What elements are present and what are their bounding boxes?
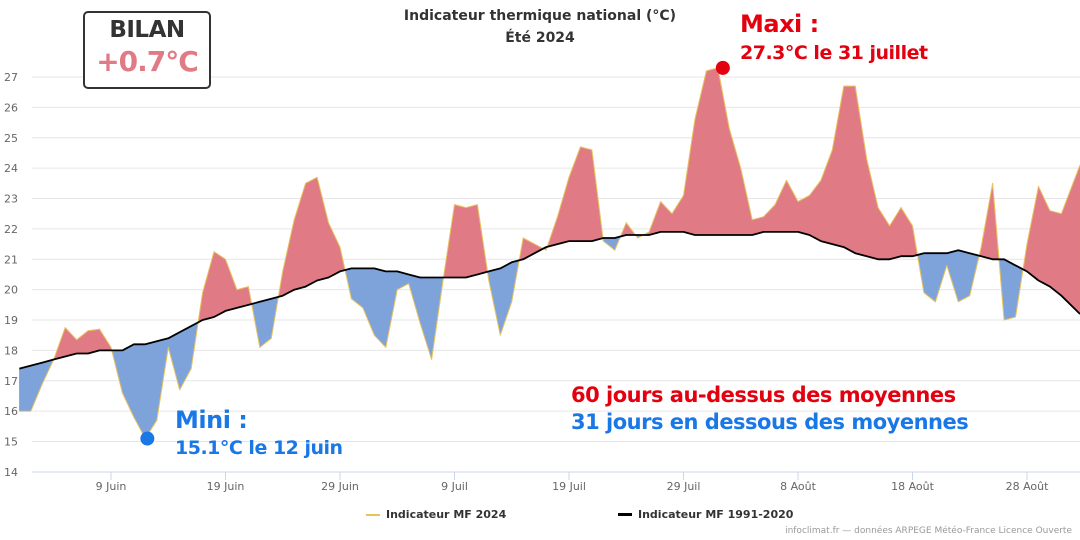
below-average-area bbox=[374, 268, 387, 349]
series-line-2024 bbox=[19, 67, 1080, 439]
above-average-area bbox=[706, 67, 719, 236]
legend-label-2024: Indicateur MF 2024 bbox=[386, 508, 507, 521]
x-tick-label: 19 Juin bbox=[207, 480, 245, 493]
below-average-area bbox=[133, 344, 146, 439]
above-average-area bbox=[316, 177, 329, 281]
y-tick-label: 20 bbox=[4, 284, 18, 297]
x-tick-label: 28 Août bbox=[1006, 480, 1050, 493]
above-average-area bbox=[282, 219, 295, 297]
max-marker bbox=[715, 60, 730, 75]
min-marker bbox=[140, 431, 155, 446]
below-average-area bbox=[499, 261, 513, 336]
data-credit: infoclimat.fr — données ARPEGE Météo-Fra… bbox=[785, 526, 1072, 536]
bilan-box: BILAN +0.7°C bbox=[83, 11, 211, 89]
below-average-area bbox=[362, 268, 375, 336]
above-average-area bbox=[87, 328, 100, 354]
y-tick-label: 24 bbox=[4, 162, 18, 175]
y-tick-label: 27 bbox=[4, 71, 18, 84]
above-average-area bbox=[305, 176, 318, 288]
above-average-area bbox=[832, 86, 845, 248]
below-average-area bbox=[935, 252, 948, 302]
y-tick-label: 26 bbox=[4, 101, 18, 114]
above-average-area bbox=[877, 206, 890, 260]
above-average-area bbox=[213, 251, 226, 318]
above-average-area bbox=[1038, 186, 1051, 288]
x-tick-label: 8 Août bbox=[780, 480, 817, 493]
below-average-area bbox=[1003, 258, 1016, 321]
above-average-area bbox=[671, 194, 684, 233]
legend-item-2024[interactable]: Indicateur MF 2024 bbox=[366, 508, 506, 521]
above-average-area bbox=[763, 203, 776, 233]
above-average-area bbox=[843, 85, 856, 254]
above-average-area bbox=[854, 86, 868, 257]
below-average-count: 31 jours en dessous des moyennes bbox=[571, 410, 969, 434]
y-tick-label: 22 bbox=[4, 223, 18, 236]
below-average-area bbox=[19, 365, 32, 412]
maxi-label: Maxi : bbox=[740, 10, 819, 38]
x-axis: 9 Juin 19 Juin 29 Juin 9 Juil 19 Juil 29 Juil… bbox=[96, 472, 1049, 493]
below-average-area bbox=[957, 249, 971, 303]
series-line-normal bbox=[19, 231, 1080, 370]
above-average-area bbox=[465, 204, 478, 278]
x-tick-label: 9 Juin bbox=[96, 480, 127, 493]
bilan-label: BILAN bbox=[109, 17, 185, 43]
x-tick-label: 29 Juin bbox=[321, 480, 359, 493]
legend-swatch-normal bbox=[618, 513, 632, 516]
above-average-area bbox=[580, 146, 593, 242]
series-lines bbox=[19, 67, 1080, 439]
y-tick-label: 25 bbox=[4, 132, 18, 145]
chart-title: Indicateur thermique national (°C) bbox=[403, 8, 677, 24]
y-tick-label: 14 bbox=[4, 466, 18, 479]
mini-label: Mini : bbox=[175, 406, 248, 434]
above-average-count: 60 jours au-dessus des moyennes bbox=[571, 383, 956, 407]
below-average-area bbox=[946, 249, 959, 302]
above-average-area bbox=[900, 206, 913, 257]
below-average-area bbox=[419, 277, 432, 360]
below-average-area bbox=[351, 268, 364, 309]
y-tick-label: 19 bbox=[4, 314, 18, 327]
chart-subtitle: Été 2024 bbox=[505, 30, 575, 46]
above-average-area bbox=[889, 206, 902, 260]
extreme-markers bbox=[140, 60, 730, 446]
y-tick-label: 15 bbox=[4, 436, 18, 449]
above-average-area bbox=[1049, 210, 1062, 297]
y-axis: 14 15 16 17 18 19 20 21 22 23 24 25 26 27 bbox=[4, 71, 18, 479]
maxi-value: 27.3°C le 31 juillet bbox=[740, 42, 928, 64]
y-tick-label: 18 bbox=[4, 344, 18, 357]
above-average-area bbox=[774, 180, 787, 233]
bilan-value: +0.7°C bbox=[96, 45, 199, 78]
above-average-area bbox=[866, 158, 879, 260]
x-tick-label: 18 Août bbox=[891, 480, 935, 493]
legend-swatch-2024 bbox=[366, 513, 380, 516]
above-average-area bbox=[64, 326, 77, 357]
above-average-area bbox=[454, 204, 467, 278]
above-average-area bbox=[797, 194, 810, 236]
above-average-area bbox=[660, 200, 673, 233]
above-average-area bbox=[786, 180, 799, 233]
above-average-area bbox=[293, 183, 306, 291]
above-average-area bbox=[1061, 164, 1080, 315]
x-tick-label: 19 Juil bbox=[552, 480, 586, 493]
above-average-area bbox=[728, 128, 742, 236]
grid-lines bbox=[32, 76, 1080, 473]
y-tick-label: 23 bbox=[4, 193, 18, 206]
legend-item-normal[interactable]: Indicateur MF 1991-2020 bbox=[618, 508, 793, 521]
above-average-area bbox=[717, 67, 730, 236]
above-average-area bbox=[809, 179, 822, 242]
below-average-area bbox=[385, 271, 398, 348]
above-average-area bbox=[328, 222, 341, 279]
mini-value: 15.1°C le 12 juin bbox=[175, 437, 343, 459]
y-tick-label: 17 bbox=[4, 375, 18, 388]
x-tick-label: 9 Juil bbox=[441, 480, 468, 493]
y-tick-label: 16 bbox=[4, 405, 18, 418]
legend-label-normal: Indicateur MF 1991-2020 bbox=[638, 508, 794, 521]
x-tick-label: 29 Juil bbox=[667, 480, 701, 493]
above-average-area bbox=[76, 330, 89, 354]
above-average-area bbox=[683, 119, 696, 236]
y-tick-label: 21 bbox=[4, 253, 18, 266]
